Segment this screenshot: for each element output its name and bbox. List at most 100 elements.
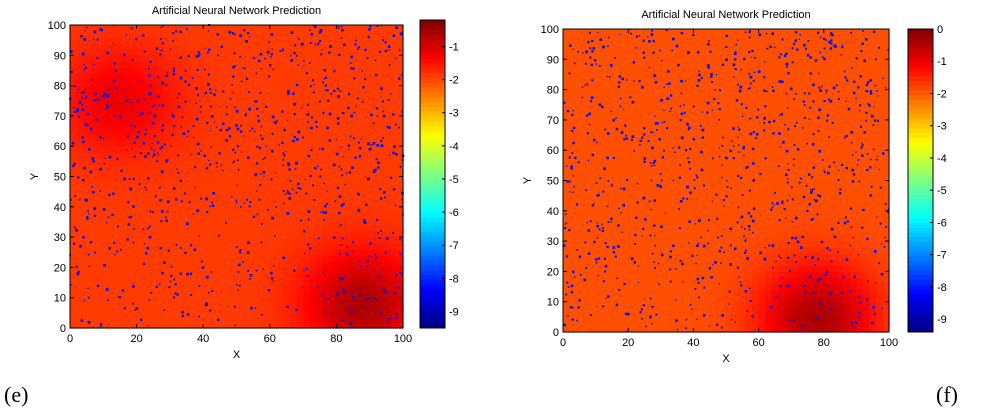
heatmap-cell [203, 279, 211, 287]
heatmap-cell [183, 37, 191, 44]
heatmap-cell [363, 309, 371, 317]
heatmap-cell [123, 285, 131, 293]
heatmap-cell [680, 59, 688, 66]
observation-point [217, 54, 219, 57]
heatmap-cell [256, 273, 264, 281]
heatmap-cell [343, 140, 351, 147]
observation-point [204, 47, 206, 49]
heatmap-cell [634, 192, 642, 200]
heatmap-cell [116, 25, 124, 32]
heatmap-cell [602, 271, 610, 279]
heatmap-cell [336, 103, 344, 111]
heatmap-cell [732, 319, 740, 327]
heatmap-cell [123, 249, 131, 256]
heatmap-cell [223, 25, 231, 32]
heatmap-cell [136, 61, 144, 69]
heatmap-cell [143, 140, 151, 147]
colorbar-segment [420, 279, 445, 286]
heatmap-cell [660, 228, 668, 236]
heatmap-cell [336, 231, 344, 238]
heatmap-cell [96, 164, 104, 172]
heatmap-cell [356, 212, 364, 220]
observation-point [236, 159, 239, 162]
y-tick-label: 70 [54, 111, 66, 123]
observation-point [377, 232, 380, 234]
heatmap-cell [196, 206, 204, 214]
heatmap-cell [732, 247, 740, 254]
heatmap-cell [660, 119, 668, 127]
heatmap-cell [356, 303, 364, 311]
heatmap-cell [356, 267, 364, 275]
heatmap-cell [129, 267, 138, 275]
heatmap-cell [129, 170, 138, 178]
observation-point [170, 275, 173, 278]
heatmap-cell [149, 49, 158, 56]
heatmap-cell [706, 289, 714, 297]
heatmap-cell [256, 140, 264, 147]
heatmap-cell [569, 241, 577, 248]
heatmap-cell [712, 253, 721, 260]
heatmap-cell [196, 128, 204, 135]
heatmap-cell [183, 73, 191, 81]
heatmap-cell [263, 224, 271, 232]
heatmap-cell [263, 206, 271, 214]
observation-point [260, 68, 263, 70]
observation-point [292, 92, 295, 95]
heatmap-cell [680, 162, 688, 169]
heatmap-cell [249, 73, 258, 81]
heatmap-cell [269, 267, 278, 275]
observation-point [270, 33, 274, 36]
heatmap-cell [363, 267, 371, 275]
heatmap-cell [660, 247, 668, 254]
heatmap-cell [116, 97, 124, 105]
observation-point [355, 106, 357, 108]
observation-point [237, 289, 239, 291]
observation-point [94, 251, 96, 254]
heatmap-cell [143, 176, 151, 184]
heatmap-cell [686, 168, 694, 176]
heatmap-cell [699, 180, 708, 188]
heatmap-cell [196, 231, 204, 238]
heatmap-cell [136, 164, 144, 172]
observation-point [232, 161, 234, 164]
heatmap-cell [369, 73, 377, 81]
heatmap-cell [256, 243, 264, 250]
colorbar-segment [420, 202, 445, 209]
heatmap-cell [686, 150, 694, 157]
heatmap-cell [680, 95, 688, 103]
heatmap-cell [615, 228, 623, 236]
observation-point [320, 211, 322, 213]
heatmap-cell [363, 109, 371, 117]
heatmap-cell [680, 186, 688, 194]
heatmap-cell [229, 67, 238, 75]
observation-point [241, 151, 243, 153]
heatmap-cell [249, 309, 258, 317]
heatmap-cell [621, 204, 629, 212]
heatmap-cell [156, 67, 164, 75]
heatmap-cell [732, 198, 740, 206]
heatmap-cell [323, 97, 331, 105]
heatmap-cell [563, 325, 571, 333]
heatmap-cell [647, 186, 655, 194]
heatmap-cell [269, 103, 278, 111]
heatmap-cell [189, 91, 198, 99]
heatmap-cell [243, 237, 251, 244]
heatmap-cell [349, 279, 357, 287]
observation-point [259, 184, 262, 186]
heatmap-cell [383, 231, 391, 238]
heatmap-cell [389, 158, 397, 165]
heatmap-cell [343, 49, 351, 56]
heatmap-cell [726, 59, 734, 66]
heatmap-cell [621, 59, 629, 66]
observation-point [278, 144, 280, 146]
heatmap-cell [129, 25, 138, 32]
heatmap-cell [595, 301, 603, 309]
heatmap-cell [349, 152, 357, 159]
heatmap-cell [269, 206, 278, 214]
heatmap-cell [343, 85, 351, 93]
heatmap-cell [129, 109, 138, 117]
heatmap-cell [149, 85, 158, 93]
heatmap-cells [563, 29, 890, 333]
heatmap-cell [196, 279, 204, 287]
